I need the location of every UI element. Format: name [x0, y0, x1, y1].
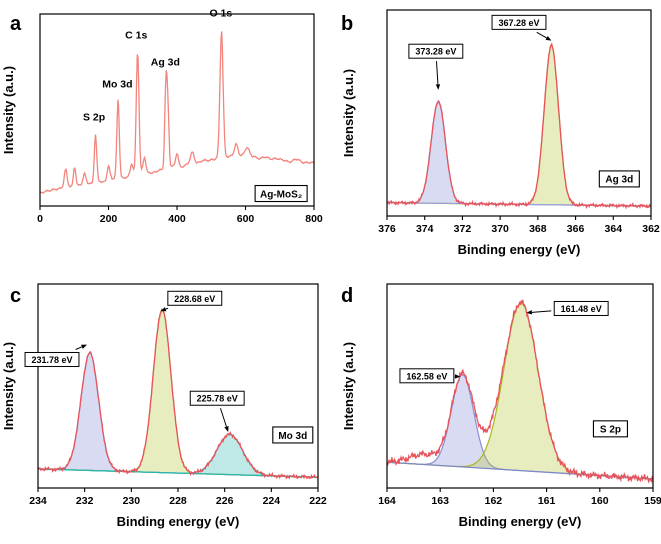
- x-tick-label: 160: [591, 495, 609, 507]
- annotation-label: 373.28 eV: [415, 47, 456, 57]
- annotation-label: 162.58 eV: [406, 371, 447, 381]
- annotation-label: 225.78 eV: [197, 394, 238, 404]
- annotation-box: [189, 390, 245, 406]
- panel-letter: c: [10, 285, 21, 307]
- x-axis-title: Binding energy (eV): [459, 514, 582, 529]
- baseline-curve: [386, 461, 654, 480]
- x-tick-label: 372: [454, 223, 472, 235]
- spectrum-label-box: [254, 184, 308, 203]
- annotation-arrowhead: [435, 84, 441, 90]
- x-tick-label: 0: [37, 213, 43, 225]
- peak-label: Mo 3d: [102, 78, 132, 90]
- x-tick-label: 162: [485, 495, 503, 507]
- panel-a-survey-spectrum: 0 200 400 600 800 Intensity (a.u.) a S 2p Mo 3d C…: [0, 0, 330, 272]
- x-tick-label: 364: [605, 223, 623, 235]
- annotation-label: 231.78 eV: [31, 355, 72, 365]
- x-tick-label: 222: [309, 495, 327, 507]
- spectrum-label: S 2p: [600, 425, 621, 436]
- survey-spectrum-curve: [39, 31, 315, 194]
- y-axis-title: Intensity (a.u.): [341, 69, 356, 157]
- x-tick-label: 200: [100, 213, 118, 225]
- peak-label: O 1s: [209, 8, 232, 20]
- x-tick-label: 164: [378, 495, 396, 507]
- x-tick-label: 163: [431, 495, 449, 507]
- annotation-label: 367.28 eV: [498, 18, 539, 28]
- panel-b-ag3d-spectrum: 376 374 372 370 368 366 364 362 Binding energy (…: [331, 0, 661, 272]
- annotation-arrowhead: [81, 344, 87, 349]
- annotation-label: 228.68 eV: [174, 294, 215, 304]
- x-tick-label: 159: [644, 495, 661, 507]
- annotation-box: [491, 14, 547, 30]
- annotation-arrow: [435, 61, 439, 85]
- x-tick-label: 800: [305, 213, 323, 225]
- component-peak-fill: [387, 302, 653, 479]
- raw-data-curve: [37, 308, 318, 480]
- x-tick-label: 376: [378, 223, 396, 235]
- x-tick-label: 230: [123, 495, 141, 507]
- peak-label: Ag 3d: [151, 56, 180, 68]
- peak-label: C 1s: [125, 30, 147, 42]
- x-tick-label: 161: [538, 495, 556, 507]
- annotation-arrowhead: [526, 310, 533, 315]
- spectrum-label: Mo 3d: [278, 431, 307, 442]
- y-axis-title: Intensity (a.u.): [1, 342, 16, 430]
- annotation-arrow: [536, 31, 547, 39]
- spectrum-label-box: [598, 170, 640, 188]
- panel-letter: d: [341, 285, 353, 307]
- plot-border: [386, 9, 652, 217]
- plot-border: [386, 283, 654, 489]
- raw-data-curve: [386, 299, 654, 484]
- panel-d-s2p-spectrum: 164 163 162 161 160 159 Binding energy (eV) Int…: [331, 272, 661, 544]
- annotation-box: [553, 300, 609, 316]
- component-peak-fill: [38, 353, 318, 478]
- annotation-box: [399, 368, 455, 384]
- component-peak-fill: [38, 434, 318, 478]
- raw-data-curve: [386, 42, 652, 210]
- spectrum-label: Ag 3d: [605, 175, 633, 186]
- annotation-box: [24, 351, 80, 367]
- y-axis-title: Intensity (a.u.): [341, 342, 356, 430]
- spectrum-label: Ag-MoS₂: [260, 189, 302, 200]
- x-axis-title: Binding energy (eV): [458, 242, 581, 257]
- panel-letter: a: [10, 13, 22, 35]
- annotation-arrowhead: [545, 36, 552, 41]
- annotation-label: 161.48 eV: [561, 304, 602, 314]
- panel-d-chart: 164 163 162 161 160 159 Binding energy (eV) Int…: [341, 283, 661, 529]
- x-tick-label: 368: [529, 223, 547, 235]
- annotation-arrowhead: [224, 426, 229, 432]
- panel-c-mo3d-spectrum: 234 232 230 228 226 224 222 Binding energy (eV)…: [0, 272, 330, 544]
- panel-b-chart: 376 374 372 370 368 366 364 362 Binding energy (…: [341, 9, 660, 257]
- x-tick-label: 224: [263, 495, 281, 507]
- panel-a-chart: 0 200 400 600 800 Intensity (a.u.) a S 2p Mo 3d C…: [1, 8, 323, 225]
- annotation-arrow: [219, 408, 227, 427]
- y-axis-title: Intensity (a.u.): [1, 66, 16, 154]
- x-tick-label: 370: [491, 223, 509, 235]
- x-axis-title: Binding energy (eV): [117, 514, 240, 529]
- x-tick-label: 600: [237, 213, 255, 225]
- spectrum-label-box: [272, 426, 314, 444]
- panel-c-chart: 234 232 230 228 226 224 222 Binding energy (eV)…: [1, 283, 327, 529]
- annotation-box: [167, 290, 223, 306]
- annotation-arrowhead: [160, 307, 167, 312]
- x-tick-label: 374: [416, 223, 434, 235]
- annotation-box: [408, 43, 464, 59]
- x-tick-label: 228: [169, 495, 187, 507]
- annotation-arrow: [531, 310, 552, 313]
- x-tick-label: 234: [29, 495, 47, 507]
- x-tick-label: 232: [76, 495, 94, 507]
- x-tick-label: 366: [567, 223, 585, 235]
- x-tick-label: 400: [168, 213, 186, 225]
- plot-border: [39, 13, 315, 207]
- x-tick-label: 362: [642, 223, 660, 235]
- annotation-arrow: [75, 346, 83, 350]
- annotation-arrowhead: [454, 374, 461, 379]
- annotation-arrow: [165, 307, 169, 310]
- peak-label: S 2p: [83, 111, 105, 123]
- x-tick-label: 226: [216, 495, 234, 507]
- component-peak-fill: [387, 101, 651, 207]
- panel-letter: b: [341, 13, 353, 35]
- spectrum-label-box: [592, 420, 628, 438]
